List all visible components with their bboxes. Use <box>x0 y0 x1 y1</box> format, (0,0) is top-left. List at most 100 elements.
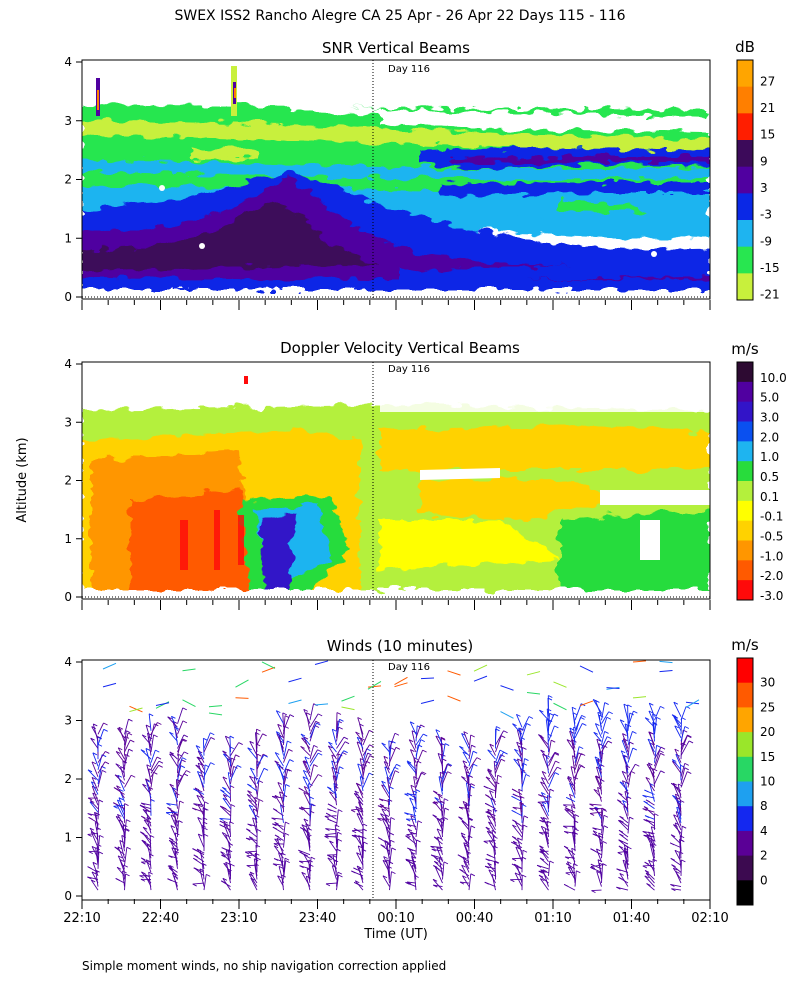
colorbar-label: 25 <box>760 700 775 714</box>
wind-barb-flag <box>197 770 202 774</box>
wind-barb <box>357 717 364 735</box>
wind-barb <box>172 721 178 739</box>
wind-barb-flag <box>303 736 309 740</box>
wind-barb <box>671 864 682 873</box>
wind-barb-flag <box>287 740 292 744</box>
wind-barb <box>332 775 337 792</box>
wind-barb-flag <box>338 726 343 730</box>
wind-barb <box>632 696 647 699</box>
wind-barb <box>622 754 629 770</box>
wind-barb <box>302 776 311 792</box>
wind-barb-flag <box>632 731 637 734</box>
wind-barb-flag <box>406 834 411 838</box>
wind-barb-flag <box>338 809 343 813</box>
wind-barb-flag <box>276 710 281 714</box>
colorbar-swatch <box>737 461 753 482</box>
wind-barb <box>336 839 339 859</box>
wind-barb-flag <box>306 712 311 716</box>
wind-barb <box>495 751 504 767</box>
wind-barb <box>593 789 602 799</box>
wind-barb-flag <box>512 806 517 810</box>
wind-barb-flag <box>540 878 545 882</box>
wind-barb <box>680 771 688 788</box>
wind-barb <box>545 755 549 774</box>
wind-barb <box>271 817 284 820</box>
wind-barb-flag <box>458 806 464 810</box>
x-tick-label: 23:10 <box>220 911 257 926</box>
wind-barb-flag <box>300 733 306 737</box>
wind-barb <box>356 852 364 866</box>
wind-barb-flag <box>476 757 482 761</box>
wind-barb-flag <box>526 723 531 726</box>
wind-barb <box>114 774 125 785</box>
wind-barb-flag <box>222 750 227 754</box>
wind-barb-flag <box>388 740 394 744</box>
wind-barb <box>302 770 311 785</box>
wind-barb-flag <box>231 757 236 761</box>
wind-barb-flag <box>200 850 205 854</box>
wind-barb <box>486 830 496 845</box>
wind-barb-flag <box>158 764 163 768</box>
winds-title: Winds (10 minutes) <box>327 637 474 655</box>
wind-barb <box>381 780 390 795</box>
wind-barb-flag <box>433 790 438 794</box>
wind-barb-flag <box>219 824 224 828</box>
wind-barb <box>197 804 205 816</box>
wind-barb-flag <box>249 836 254 840</box>
wind-barb-flag <box>404 812 409 816</box>
wind-barb-flag <box>410 721 415 725</box>
wind-barb-flag <box>536 864 542 868</box>
wind-barb-flag <box>617 799 622 803</box>
y-tick-label: 2 <box>64 173 72 187</box>
wind-barb <box>177 738 184 753</box>
wind-barb-flag <box>470 734 475 738</box>
wind-barb-flag <box>654 813 659 817</box>
wind-barb-flag <box>632 747 637 751</box>
wind-barb-flag <box>485 794 490 798</box>
wind-barb-flag <box>271 817 276 821</box>
wind-barb-flag <box>362 823 368 827</box>
wind-barb <box>122 760 125 777</box>
colorbar-label: 20 <box>760 725 775 739</box>
wind-barb <box>676 807 682 823</box>
wind-barb <box>409 749 417 763</box>
wind-barb-flag <box>627 704 632 708</box>
wind-barb <box>389 847 393 866</box>
wind-barb <box>221 854 231 856</box>
wind-barb <box>155 702 170 706</box>
wind-barb-flag <box>193 857 198 861</box>
wind-profile <box>165 668 196 891</box>
wind-barb-flag <box>412 790 418 794</box>
wind-barb <box>354 880 364 891</box>
wind-profile <box>192 705 223 891</box>
wind-barb <box>461 835 470 845</box>
wind-barb-flag <box>602 809 607 812</box>
wind-barb <box>601 841 604 859</box>
wind-barb <box>208 705 223 708</box>
wind-barb-flag <box>182 757 187 761</box>
wind-barb-flag <box>317 713 323 717</box>
wind-barb-flag <box>125 828 130 831</box>
wind-barb <box>601 731 605 746</box>
wind-barb <box>539 878 549 891</box>
wind-barb-flag <box>87 813 92 816</box>
wind-barb <box>309 752 319 767</box>
wind-barb-flag <box>499 749 505 753</box>
wind-barb <box>643 834 655 838</box>
wind-barb <box>626 796 629 816</box>
wind-barb <box>516 714 523 728</box>
wind-barb <box>223 863 231 873</box>
wind-barb <box>646 764 655 778</box>
wind-barb <box>654 717 658 735</box>
wind-barb <box>362 744 370 756</box>
wind-barb-flag <box>461 835 466 839</box>
wind-barb-flag <box>643 834 648 838</box>
wind-barb-flag <box>652 768 658 772</box>
wind-barb <box>539 850 549 853</box>
wind-barb <box>654 706 661 721</box>
wind-barb-flag <box>598 743 604 747</box>
wind-barb <box>275 731 284 742</box>
y-tick-label: 0 <box>64 889 72 903</box>
wind-barb <box>623 847 629 866</box>
x-tick-label: 22:10 <box>63 911 100 926</box>
